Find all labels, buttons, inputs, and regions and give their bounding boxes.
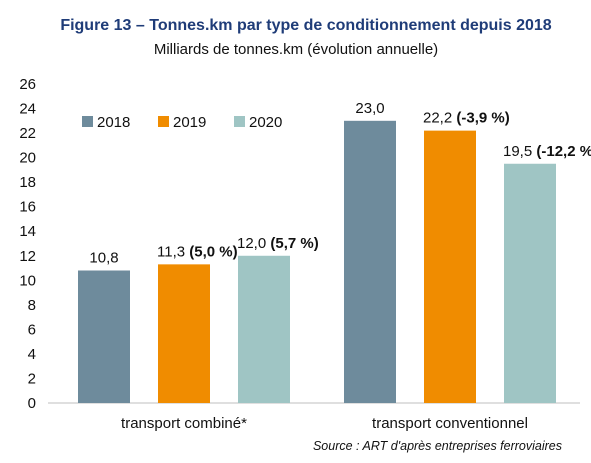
legend-swatch <box>158 116 169 127</box>
y-tick-label: 6 <box>28 321 36 338</box>
data-label: 23,0 <box>355 100 384 117</box>
data-label: 10,8 <box>89 249 118 266</box>
data-label: 19,5 (-12,2 %) <box>503 143 591 160</box>
y-tick-label: 8 <box>28 297 36 314</box>
category-label: transport combiné* <box>121 415 247 432</box>
bar-2020-2 <box>504 163 556 403</box>
legend-item-2019: 2019 <box>158 114 206 131</box>
legend-swatch <box>82 116 93 127</box>
y-tick-label: 4 <box>28 346 36 363</box>
legend-label: 2019 <box>173 114 206 131</box>
data-label: 22,2 (-3,9 %) <box>423 110 510 127</box>
y-tick-label: 24 <box>19 101 36 118</box>
data-label: 12,0 (5,7 %) <box>237 235 319 252</box>
bar-2018-1 <box>78 270 130 403</box>
y-tick-label: 12 <box>19 248 36 265</box>
legend-label: 2020 <box>249 114 282 131</box>
bar-2019-2 <box>424 130 476 403</box>
legend-swatch <box>234 116 245 127</box>
chart-subtitle: Milliards de tonnes.km (évolution annuel… <box>154 41 438 58</box>
category-labels: transport combiné* transport conventionne… <box>121 415 528 432</box>
y-tick-label: 22 <box>19 125 36 142</box>
legend-item-2018: 2018 <box>82 114 130 131</box>
bar-2018-2 <box>344 120 396 404</box>
category-label: transport conventionnel <box>372 415 528 432</box>
y-tick-label: 26 <box>19 76 36 93</box>
y-tick-label: 16 <box>19 199 36 216</box>
legend-item-2020: 2020 <box>234 114 282 131</box>
bar-2020-1 <box>238 255 290 403</box>
legend-label: 2018 <box>97 114 130 131</box>
source-note: Source : ART d'après entreprises ferrovi… <box>313 439 562 453</box>
chart-title: Figure 13 – Tonnes.km par type de condit… <box>60 17 551 34</box>
y-tick-label: 2 <box>28 370 36 387</box>
y-tick-label: 14 <box>19 223 36 240</box>
bar-2019-1 <box>158 264 210 403</box>
value-labels: 10,8 11,3 (5,0 %)12,0 (5,7 %) 23,0 22,2 (-3… <box>89 100 591 267</box>
bars <box>78 120 556 404</box>
y-tick-label: 0 <box>28 395 36 412</box>
y-tick-label: 10 <box>19 272 36 289</box>
legend: 2018 2019 2020 <box>82 114 282 131</box>
y-tick-label: 20 <box>19 150 36 167</box>
data-label: 11,3 (5,0 %) <box>157 243 238 260</box>
y-tick-label: 18 <box>19 174 36 191</box>
